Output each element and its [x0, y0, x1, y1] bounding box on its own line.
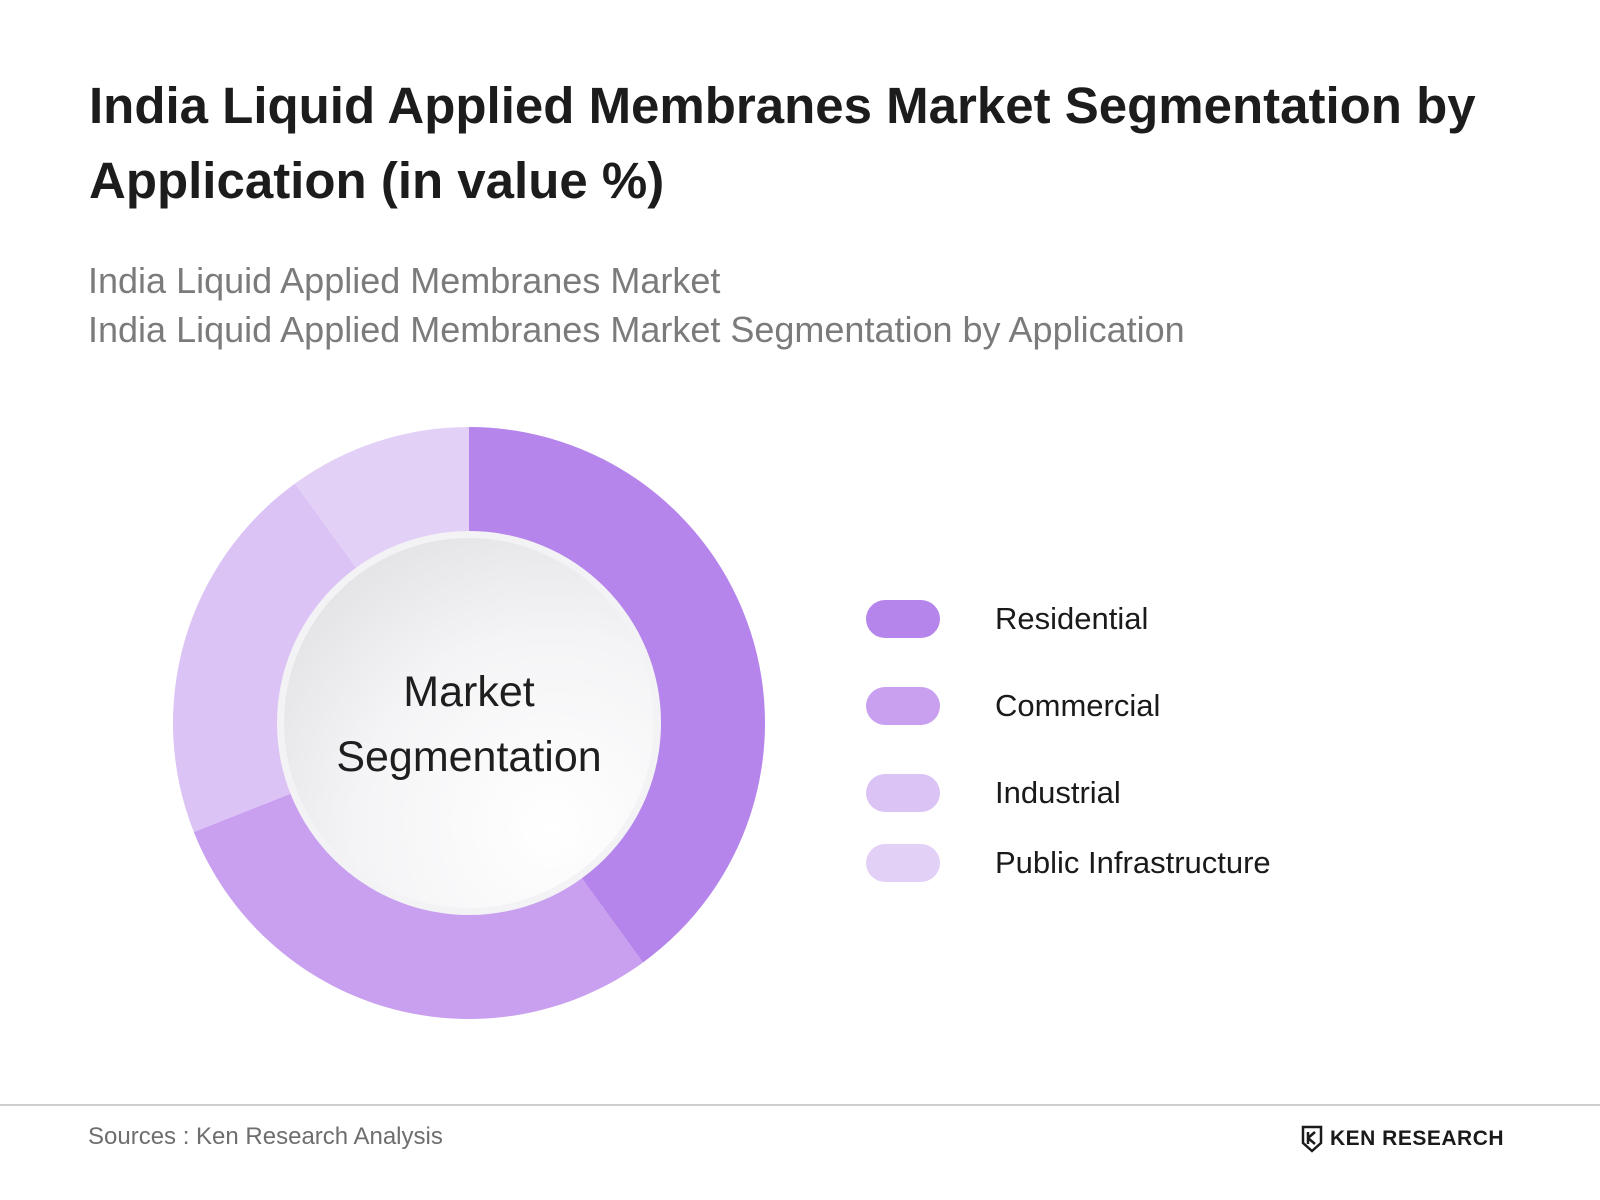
- legend-swatch-residential: [866, 600, 940, 638]
- legend-swatch-industrial: [866, 774, 940, 812]
- legend-swatch-commercial: [866, 687, 940, 725]
- legend-item-public-infrastructure: Public Infrastructure: [866, 844, 1426, 882]
- ken-research-logo-icon: [1301, 1125, 1323, 1153]
- source-note: Sources : Ken Research Analysis: [88, 1123, 443, 1150]
- legend-label-residential: Residential: [995, 601, 1149, 636]
- legend-item-commercial: Commercial: [866, 687, 1426, 725]
- legend-item-residential: Residential: [866, 600, 1426, 638]
- legend-swatch-public-infrastructure: [866, 844, 940, 882]
- chart-title: India Liquid Applied Membranes Market Se…: [89, 77, 1476, 209]
- ken-research-logo: KEN RESEARCH: [1300, 1124, 1520, 1154]
- subtitle-line-1: India Liquid Applied Membranes Market: [88, 260, 721, 301]
- donut-hole: [284, 538, 654, 908]
- donut-slice-residential: [469, 427, 766, 963]
- donut-chart: [173, 427, 766, 1020]
- subtitle-line-2: India Liquid Applied Membranes Market Se…: [88, 309, 1185, 350]
- footer-divider: [0, 1104, 1600, 1106]
- legend-item-industrial: Industrial: [866, 774, 1426, 812]
- legend-label-commercial: Commercial: [995, 688, 1161, 723]
- donut-slice-industrial: [173, 483, 360, 832]
- ken-research-logo-text: KEN RESEARCH: [1330, 1127, 1505, 1150]
- chart-subtitle: India Liquid Applied Membranes Market In…: [88, 256, 1185, 354]
- legend-label-public-infrastructure: Public Infrastructure: [995, 845, 1271, 880]
- legend-label-industrial: Industrial: [995, 775, 1121, 810]
- donut-center-label: Market Segmentation: [336, 668, 602, 781]
